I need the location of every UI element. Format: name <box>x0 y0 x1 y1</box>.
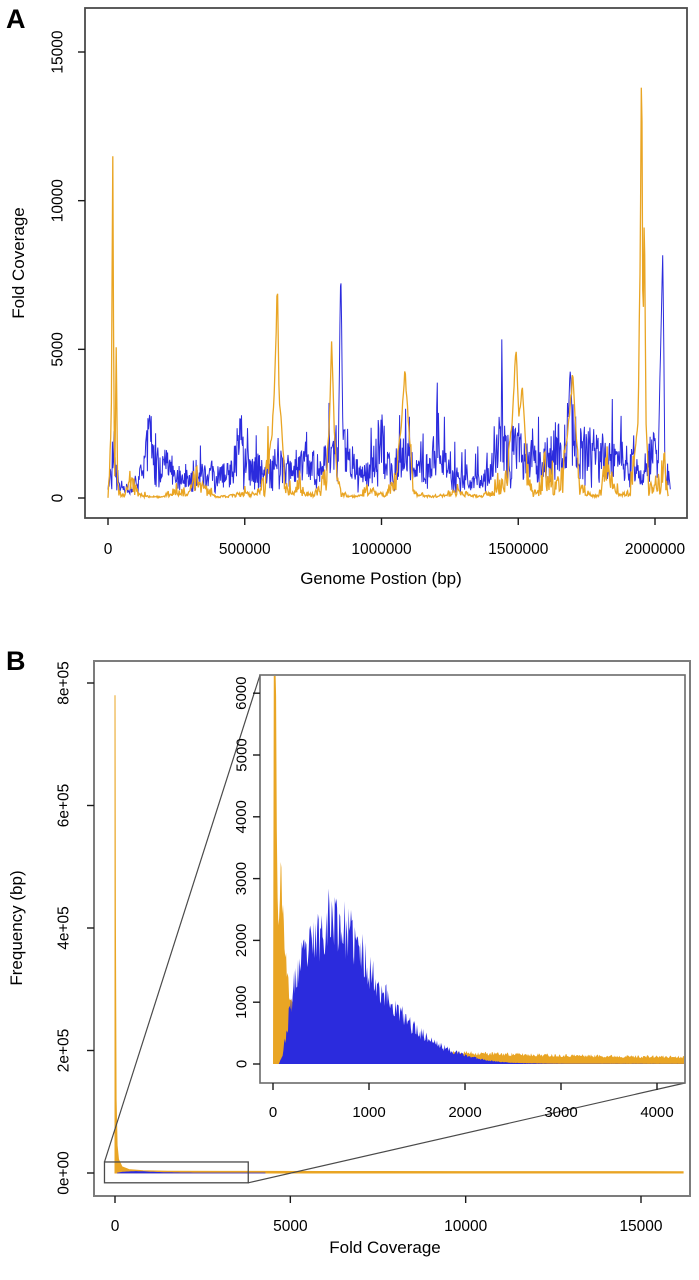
panel-b-y-tick-label: 2e+05 <box>55 1029 72 1073</box>
zoom-region-rect <box>103 1161 249 1184</box>
inset-y-tick-label: 2000 <box>233 924 250 957</box>
inset-x-tick-label: 2000 <box>448 1104 481 1121</box>
inset-x-tick-label: 3000 <box>544 1104 577 1121</box>
panel-b-x-axis-title: Fold Coverage <box>329 1238 441 1257</box>
panel-a-frame <box>84 7 688 519</box>
inset-x-tick-label: 4000 <box>640 1104 673 1121</box>
panel-a-y-tick-label: 10000 <box>49 179 66 222</box>
panel-a-x-tick-label: 500000 <box>219 541 271 558</box>
zoom-connector-line-bottom <box>248 1082 686 1184</box>
panel-b-y-tick-label: 6e+05 <box>55 784 72 828</box>
inset-x-tick-label: 1000 <box>352 1104 385 1121</box>
panel-a-x-axis-title: Genome Postion (bp) <box>300 569 462 588</box>
panel-a-label: A <box>6 4 26 34</box>
panel-a-x-tick-label: 2000000 <box>625 541 686 558</box>
panel-b-x-tick-label: 0 <box>111 1218 120 1235</box>
blue-frequency-main <box>117 1171 266 1174</box>
panel-b-x-tick-label: 15000 <box>619 1218 662 1235</box>
panel-b-y-tick-label: 0e+00 <box>55 1151 72 1195</box>
panel-a-y-tick-label: 5000 <box>49 332 66 367</box>
zoom-connector-line-top <box>103 674 261 1163</box>
panel-a-y-tick-label: 0 <box>49 493 66 502</box>
inset-x-tick-label: 0 <box>269 1104 277 1121</box>
panel-a-x-tick-label: 1000000 <box>351 541 412 558</box>
orange-coverage-line <box>107 87 670 500</box>
blue-coverage-line <box>107 255 671 496</box>
panel-b-y-tick-label: 8e+05 <box>55 661 72 705</box>
inset-y-tick-label: 3000 <box>233 862 250 895</box>
panel-b-x-tick-label: 10000 <box>444 1218 487 1235</box>
orange-frequency-main <box>114 695 684 1174</box>
inset-y-tick-label: 1000 <box>233 986 250 1019</box>
panel-b-y-tick-label: 4e+05 <box>55 906 72 950</box>
inset-y-tick-label: 0 <box>233 1060 250 1068</box>
inset-y-tick-label: 6000 <box>233 677 250 710</box>
panel-b-x-tick-label: 5000 <box>273 1218 308 1235</box>
blue-frequency-inset <box>278 888 684 1064</box>
inset-y-tick-label: 4000 <box>233 800 250 833</box>
inset-y-tick-label: 5000 <box>233 738 250 771</box>
panel-a-x-tick-label: 0 <box>104 541 113 558</box>
panel-b-label: B <box>6 646 26 676</box>
panel-a-y-tick-label: 15000 <box>49 30 66 73</box>
panel-a-x-tick-label: 1500000 <box>488 541 549 558</box>
